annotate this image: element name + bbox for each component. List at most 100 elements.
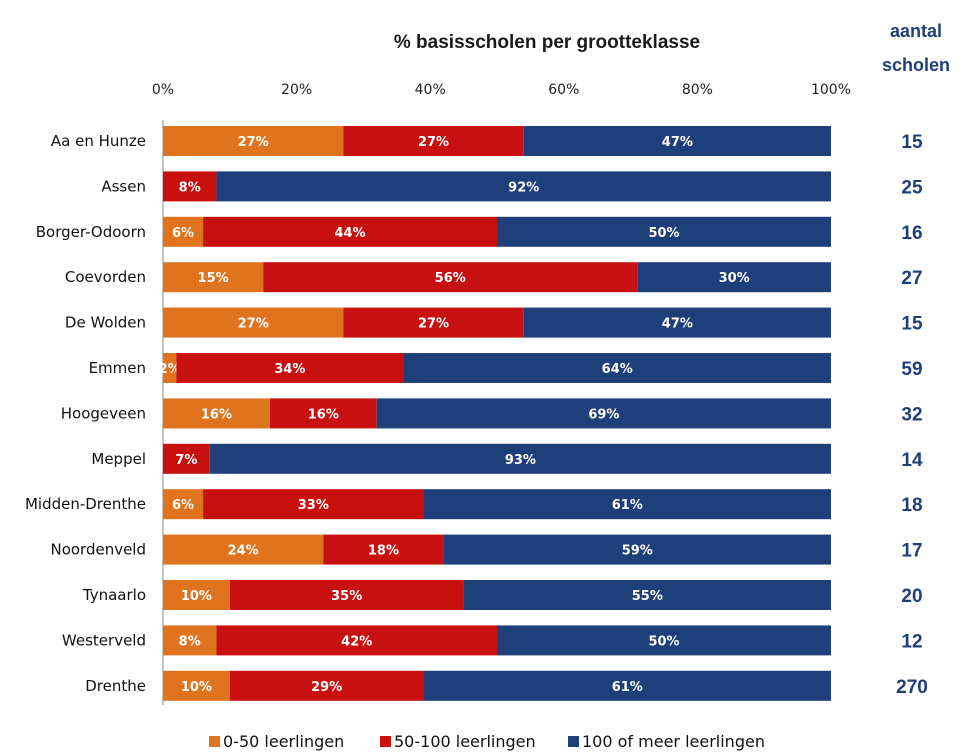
bar-row: 27% 27% 47% [163, 307, 831, 338]
x-tick-label: 40% [415, 82, 446, 98]
category-label: Midden-Drenthe [25, 495, 146, 513]
data-label: 18% [368, 544, 399, 559]
bar-segment [163, 670, 230, 701]
category-label: Emmen [89, 359, 146, 377]
bar-segment [163, 307, 344, 338]
legend: 0-50 leerlingen 50-100 leerlingen 100 of m… [209, 732, 765, 751]
legend-swatch [380, 736, 391, 747]
bar-segment [463, 580, 831, 610]
bar-segment [163, 262, 264, 293]
bar-segment [229, 670, 424, 701]
category-label: Borger-Odoorn [36, 223, 146, 241]
data-label: 30% [719, 271, 750, 286]
bar-row: 6% 33% 61% [163, 489, 831, 520]
chart-title: % basisscholen per grootteklasse [394, 32, 700, 53]
bar-segment [163, 353, 177, 383]
bar-segment [209, 443, 831, 474]
data-label: 16% [201, 407, 232, 422]
x-tick-label: 0% [152, 82, 174, 98]
bar-segment [523, 126, 831, 156]
category-label: Assen [101, 177, 146, 195]
bar-segment [343, 126, 524, 156]
school-count: 32 [901, 404, 922, 425]
bar-row: 8% 42% 50% [163, 625, 831, 656]
bar-segment [163, 216, 204, 247]
data-label: 29% [311, 680, 342, 695]
x-tick-label: 60% [548, 82, 579, 98]
bar-row: 10% 35% 55% [163, 580, 831, 610]
data-label: 16% [308, 407, 339, 422]
school-count: 15 [901, 314, 923, 335]
category-label: De Wolden [65, 314, 146, 332]
school-count: 25 [901, 177, 923, 198]
bar-segment [163, 489, 204, 520]
category-label: Westerveld [62, 631, 146, 649]
category-label: Hoogeveen [61, 404, 146, 422]
data-label: 15% [198, 271, 229, 286]
data-label: 93% [505, 453, 536, 468]
bar-segment [216, 171, 831, 202]
x-axis-ticks: 0% 20% 40% 60% 80% 100% [152, 82, 851, 98]
category-label: Aa en Hunze [51, 132, 146, 150]
data-label: 8% [179, 180, 201, 195]
x-tick-label: 20% [281, 82, 312, 98]
bar-segment [423, 489, 831, 520]
bar-segment [637, 262, 831, 293]
category-label: Tynaarlo [82, 586, 146, 604]
data-label: 56% [435, 271, 466, 286]
school-count: 14 [901, 450, 923, 471]
count-header-line1: aantal [890, 21, 942, 41]
bars-group: 27% 27% 47% 8% 92% 6% 44% 50% 15% 56% 30% 27% 27% 47%… [159, 126, 831, 701]
bar-segment [269, 398, 377, 429]
count-header-line2: scholen [882, 55, 950, 75]
school-counts: 15 25 16 27 15 59 32 14 18 17 20 12 270 [896, 132, 928, 698]
data-label: 50% [648, 226, 679, 241]
data-label: 7% [175, 453, 197, 468]
bar-segment [163, 625, 217, 656]
data-label: 33% [298, 498, 329, 513]
category-label: Meppel [91, 450, 146, 468]
bar-segment [163, 126, 344, 156]
data-label: 27% [238, 317, 269, 332]
data-label: 6% [172, 226, 194, 241]
category-labels: Aa en Hunze Assen Borger-Odoorn Coevorden De… [25, 132, 146, 695]
bar-segment [163, 398, 270, 429]
bar-row: 7% 93% [163, 443, 831, 474]
school-count: 20 [901, 586, 922, 607]
data-label: 27% [238, 135, 269, 150]
bar-segment [176, 353, 404, 383]
data-label: 35% [331, 589, 362, 604]
bar-row: 24% 18% 59% [163, 534, 831, 565]
legend-swatch [209, 736, 220, 747]
school-count: 16 [901, 223, 922, 244]
category-label: Drenthe [85, 677, 146, 695]
bar-row: 16% 16% 69% [163, 398, 831, 429]
bar-segment [216, 625, 497, 656]
legend-swatch [568, 736, 579, 747]
bar-segment [203, 489, 424, 520]
bar-segment [403, 353, 831, 383]
bar-row: 10% 29% 61% [163, 670, 831, 701]
data-label: 42% [341, 634, 372, 649]
school-count: 270 [896, 677, 928, 698]
bar-segment [163, 534, 324, 565]
bar-segment [229, 580, 464, 610]
bar-row: 27% 27% 47% [163, 126, 831, 156]
data-label: 27% [418, 317, 449, 332]
school-count: 12 [901, 631, 922, 652]
data-label: 47% [662, 135, 693, 150]
legend-item: 0-50 leerlingen [209, 732, 344, 751]
bar-segment [343, 307, 524, 338]
data-label: 6% [172, 498, 194, 513]
legend-label: 0-50 leerlingen [223, 732, 344, 751]
bar-segment [497, 216, 831, 247]
data-label: 10% [181, 589, 212, 604]
bar-segment [443, 534, 831, 565]
data-label: 61% [612, 498, 643, 513]
bar-segment [263, 262, 638, 293]
data-label: 61% [612, 680, 643, 695]
data-label: 44% [334, 226, 365, 241]
data-label: 27% [418, 135, 449, 150]
data-label: 24% [228, 544, 259, 559]
